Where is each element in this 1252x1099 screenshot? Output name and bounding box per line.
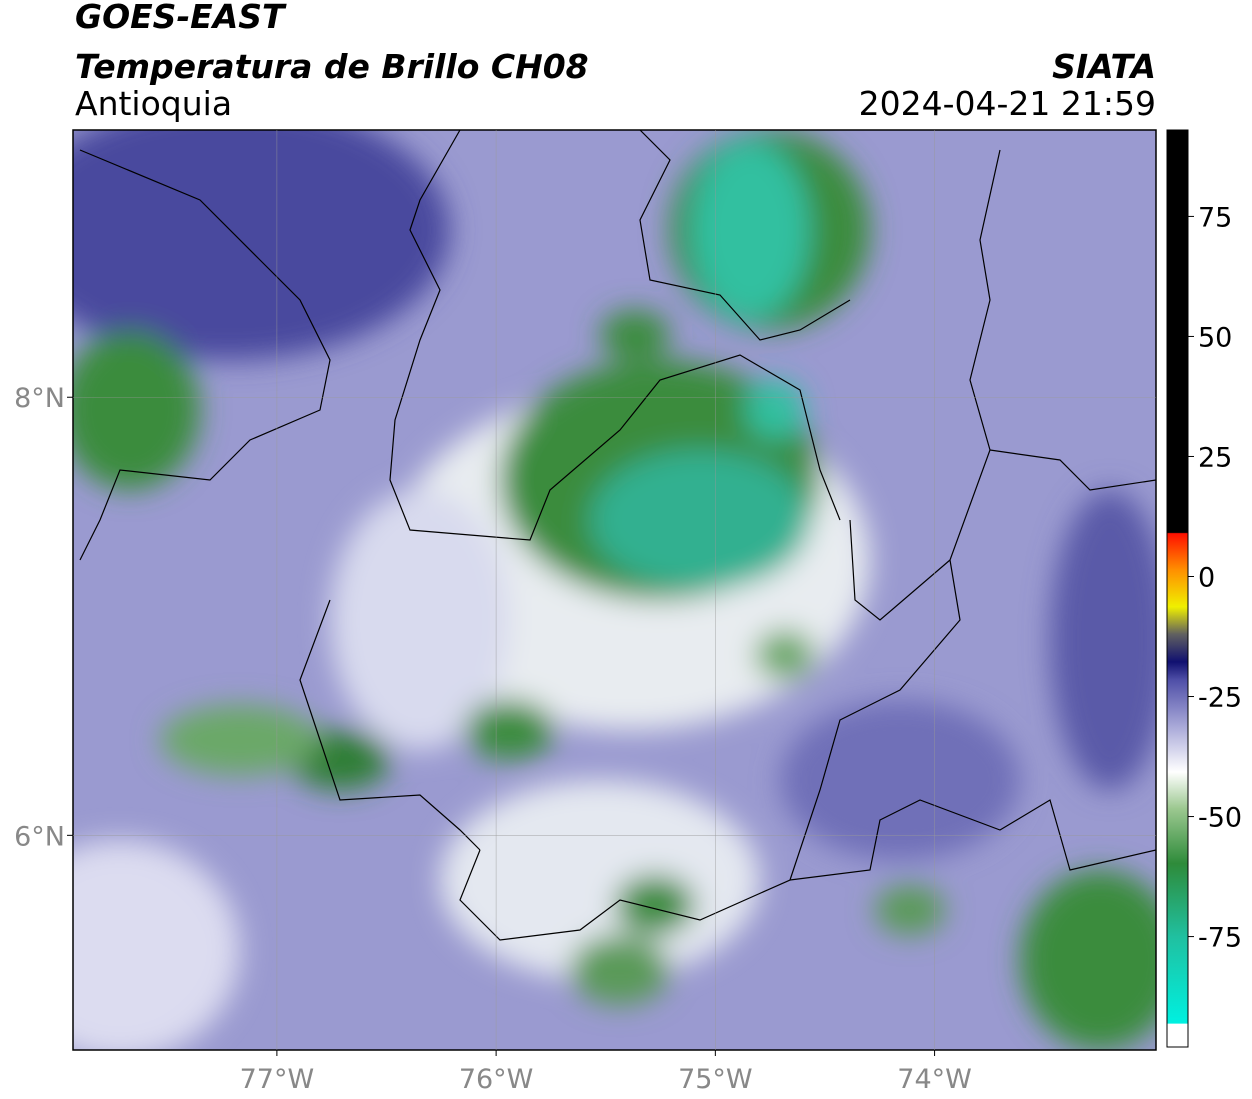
colorbar-tick-label: -50 [1198, 803, 1242, 834]
x-tick-label: 77°W [240, 1064, 315, 1095]
x-tick-label: 76°W [459, 1064, 534, 1095]
timestamp: 2024-04-21 21:59 [859, 84, 1156, 123]
y-tick-label: 8°N [14, 383, 65, 414]
subtitle: Temperatura de Brillo CH08 [75, 47, 589, 86]
colorbar-tick-label: 50 [1198, 322, 1232, 353]
colorbar-tick-label: 0 [1198, 562, 1215, 593]
x-tick-label: 74°W [897, 1064, 972, 1095]
colorbar-tick-label: 75 [1198, 202, 1232, 233]
y-tick-label: 6°N [14, 821, 65, 852]
title: GOES-EAST [75, 0, 287, 36]
colorbar-tick-label: -75 [1198, 923, 1242, 954]
colorbar [1166, 129, 1189, 1048]
source: SIATA [1052, 47, 1156, 86]
colorbar-tick-label: 25 [1198, 442, 1232, 473]
map-frame [72, 129, 1157, 1051]
x-tick-label: 75°W [678, 1064, 753, 1095]
region: Antioquia [75, 84, 232, 123]
colorbar-tick-label: -25 [1198, 683, 1242, 714]
imagery [73, 130, 1156, 1050]
